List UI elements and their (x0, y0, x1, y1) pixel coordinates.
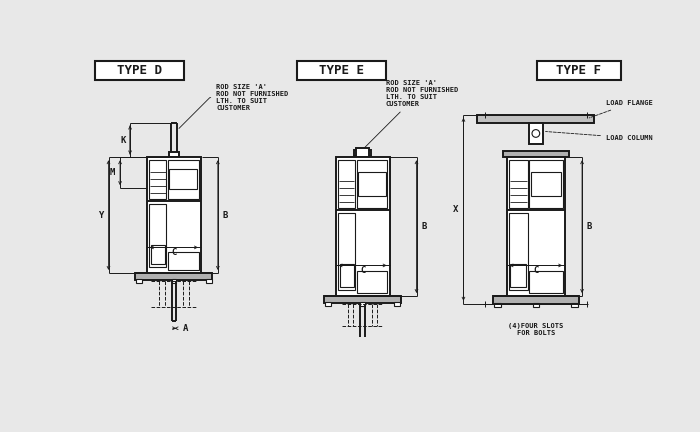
Bar (356, 160, 387, 208)
Bar (360, 302, 365, 306)
Bar (529, 123, 542, 144)
Bar (169, 169, 197, 189)
Bar (356, 271, 387, 293)
Bar (136, 279, 142, 283)
Bar (149, 204, 167, 267)
Text: B: B (587, 222, 592, 231)
Text: TYPE D: TYPE D (117, 64, 162, 77)
Bar (149, 160, 167, 199)
Bar (338, 160, 355, 208)
Bar (172, 279, 176, 283)
Bar (338, 213, 355, 290)
Bar (95, 61, 184, 80)
Bar (354, 149, 371, 156)
Bar (538, 61, 620, 80)
Bar (168, 252, 199, 270)
Text: ROD SIZE 'A'
ROD NOT FURNISHED
LTH. TO SUIT
CUSTOMER: ROD SIZE 'A' ROD NOT FURNISHED LTH. TO S… (365, 80, 458, 148)
Bar (336, 157, 389, 296)
Bar (325, 302, 331, 306)
Text: C: C (533, 266, 538, 275)
Text: C: C (360, 266, 365, 275)
Bar (477, 115, 594, 123)
Bar (394, 302, 400, 306)
Text: (4)FOUR SLOTS
FOR BOLTS: (4)FOUR SLOTS FOR BOLTS (508, 323, 564, 336)
Bar (533, 303, 539, 308)
Text: TYPE F: TYPE F (556, 64, 601, 77)
Bar (509, 160, 528, 208)
Bar (503, 151, 569, 157)
Bar (509, 213, 528, 290)
Bar (206, 279, 211, 283)
Bar (356, 148, 369, 157)
Bar (340, 264, 354, 287)
Bar (358, 172, 386, 196)
Bar (297, 61, 386, 80)
Bar (570, 303, 578, 308)
Text: C: C (172, 248, 176, 257)
Bar (507, 157, 565, 296)
Text: X: X (453, 205, 458, 214)
Text: K: K (120, 136, 125, 145)
Bar (494, 303, 501, 308)
Text: B: B (223, 210, 228, 219)
Bar (531, 172, 561, 196)
Text: ROD SIZE 'A'
ROD NOT FURNISHED
LTH. TO SUIT
CUSTOMER: ROD SIZE 'A' ROD NOT FURNISHED LTH. TO S… (179, 84, 288, 128)
Text: TYPE E: TYPE E (319, 64, 364, 77)
Text: LOAD FLANGE: LOAD FLANGE (589, 100, 652, 118)
Bar (168, 160, 199, 199)
Bar (529, 271, 563, 293)
Bar (493, 296, 579, 304)
Bar (147, 157, 201, 273)
Text: M: M (110, 168, 116, 177)
Bar (529, 160, 563, 208)
Bar (151, 245, 165, 264)
Text: B: B (421, 222, 426, 231)
Bar (510, 264, 526, 287)
Text: LOAD COLUMN: LOAD COLUMN (545, 131, 652, 141)
Text: A: A (183, 324, 188, 333)
Bar (135, 273, 213, 280)
Bar (324, 296, 401, 303)
Bar (169, 152, 179, 157)
Text: Y: Y (99, 210, 104, 219)
